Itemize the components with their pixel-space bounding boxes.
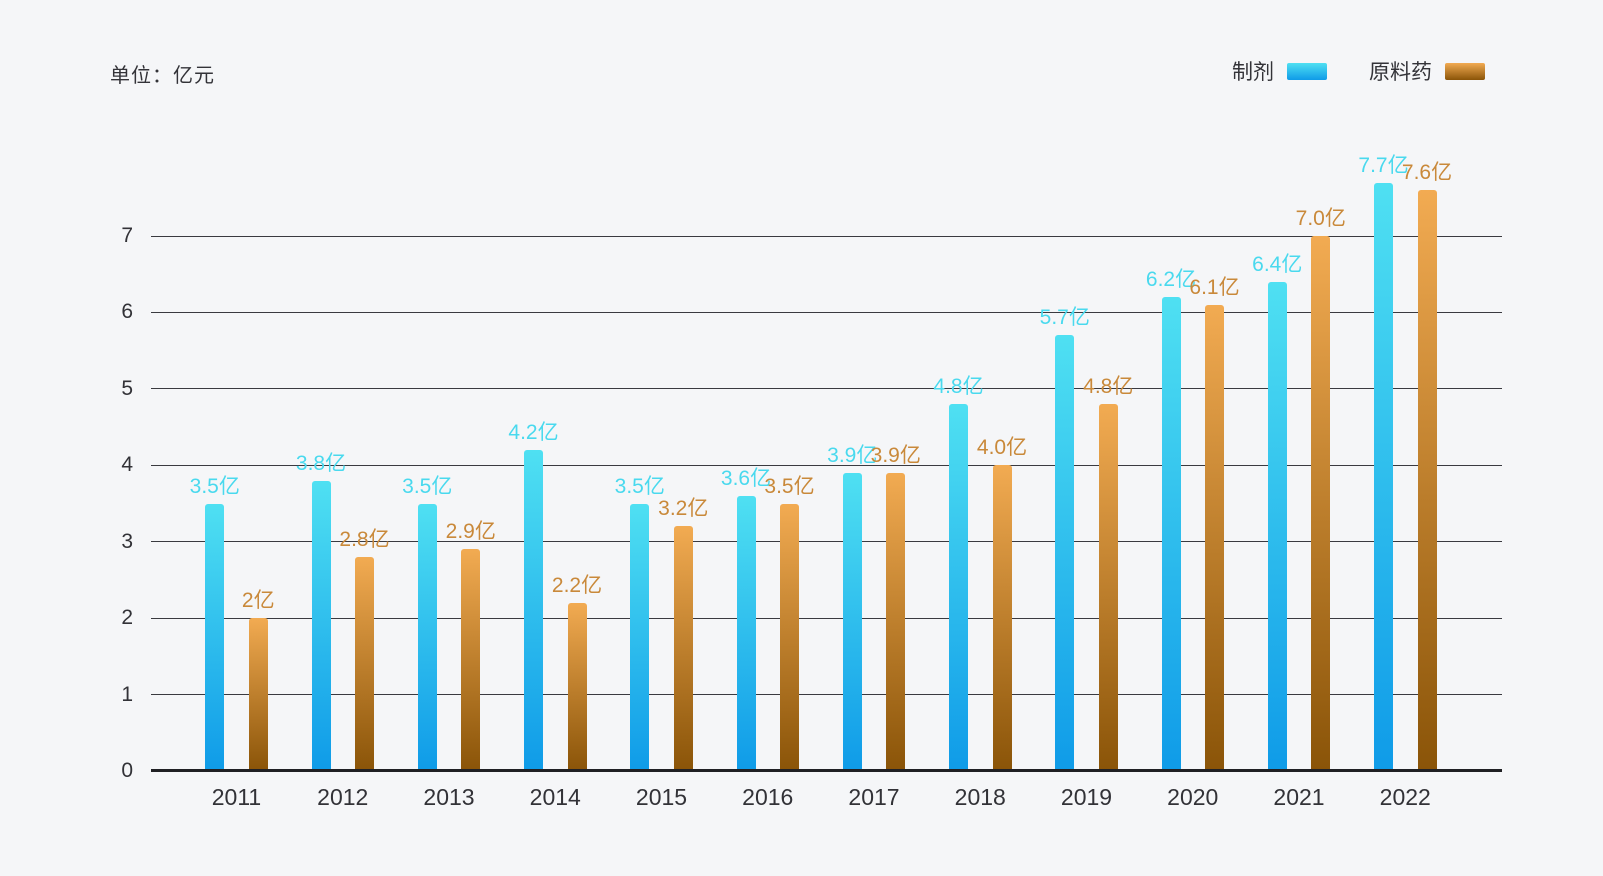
bar-制剂-2019[interactable] <box>1055 335 1075 771</box>
x-axis-tick-label-2013: 2013 <box>423 784 475 810</box>
x-axis-tick-label-2016: 2016 <box>742 784 794 810</box>
bar-value-label-制剂-2020: 6.2亿 <box>1145 268 1197 292</box>
x-axis-tick-label-2011: 2011 <box>211 784 262 810</box>
x-axis-tick-label-2014: 2014 <box>529 784 581 810</box>
bar-制剂-2020[interactable] <box>1161 297 1181 771</box>
bar-value-label-制剂-2016: 3.6亿 <box>720 466 772 490</box>
gridline-y4 <box>151 464 1502 466</box>
x-axis-tick-label-2017: 2017 <box>848 784 900 810</box>
bar-value-label-制剂-2017: 3.9亿 <box>827 443 878 467</box>
y-axis-tick-label: 0 <box>121 759 133 782</box>
bar-value-label-制剂-2022: 7.7亿 <box>1358 153 1409 177</box>
bar-value-label-原料药-2011: 2亿 <box>241 589 275 613</box>
gridline-y6 <box>151 311 1502 313</box>
bar-原料药-2014[interactable] <box>567 602 587 771</box>
x-axis-tick-label-2015: 2015 <box>635 784 688 810</box>
bar-value-label-原料药-2018: 4.0亿 <box>976 436 1028 460</box>
legend-swatch-orange-icon <box>1445 62 1485 80</box>
bar-原料药-2020[interactable] <box>1205 304 1224 771</box>
bar-原料药-2017[interactable] <box>886 472 906 771</box>
bar-value-label-原料药-2017: 3.9亿 <box>870 443 921 467</box>
bar-制剂-2011[interactable] <box>205 503 225 771</box>
y-axis-tick-label: 3 <box>121 529 133 553</box>
bar-制剂-2014[interactable] <box>524 450 543 771</box>
bar-原料药-2022[interactable] <box>1417 190 1437 771</box>
bar-原料药-2018[interactable] <box>992 465 1012 771</box>
y-axis-tick-label: 4 <box>121 453 133 477</box>
x-axis-tick-label-2022: 2022 <box>1379 784 1431 810</box>
legend-label-yuanliaoyao: 原料药 <box>1369 61 1432 84</box>
bar-原料药-2012[interactable] <box>355 557 374 771</box>
bar-原料药-2019[interactable] <box>1098 404 1118 771</box>
x-axis-tick-label-2018: 2018 <box>954 784 1006 810</box>
y-axis-tick-label: 5 <box>121 376 133 400</box>
bar-制剂-2022[interactable] <box>1374 182 1393 771</box>
bar-value-label-原料药-2016: 3.5亿 <box>764 474 815 498</box>
bar-value-label-制剂-2011: 3.5亿 <box>189 474 240 498</box>
y-axis-tick-label: 6 <box>121 300 133 324</box>
bar-制剂-2021[interactable] <box>1267 281 1287 771</box>
bar-value-label-原料药-2021: 7.0亿 <box>1295 207 1346 230</box>
bar-value-label-原料药-2020: 6.1亿 <box>1189 275 1240 299</box>
bar-原料药-2016[interactable] <box>780 503 799 771</box>
bar-原料药-2011[interactable] <box>248 618 268 771</box>
bar-原料药-2021[interactable] <box>1311 236 1331 771</box>
gridline-y5 <box>151 388 1502 390</box>
gridline-y2 <box>151 617 1502 619</box>
y-axis-tick-label: 2 <box>121 606 133 630</box>
bar-value-label-制剂-2014: 4.2亿 <box>508 421 559 444</box>
x-axis-tick-label-2020: 2020 <box>1167 784 1219 810</box>
bar-value-label-原料药-2022: 7.6亿 <box>1401 161 1453 185</box>
bar-value-label-制剂-2021: 6.4亿 <box>1252 252 1303 276</box>
bar-制剂-2018[interactable] <box>949 404 968 771</box>
bar-制剂-2013[interactable] <box>417 503 437 771</box>
bar-制剂-2012[interactable] <box>311 480 331 771</box>
gridline-y7 <box>151 235 1502 237</box>
bar-value-label-制剂-2013: 3.5亿 <box>402 474 453 498</box>
bar-value-label-原料药-2012: 2.8亿 <box>339 528 390 551</box>
x-axis-tick-label-2021: 2021 <box>1273 784 1325 810</box>
bar-value-label-原料药-2014: 2.2亿 <box>551 573 603 597</box>
gridline-y1 <box>151 694 1502 696</box>
plot-area: 0 1 2 3 4 5 6 7 3.5亿 2亿 2011 3.8亿 2.8亿 2012 3.5亿 2.9亿 20… <box>121 155 1502 810</box>
bar-value-label-原料药-2019: 4.8亿 <box>1083 375 1134 399</box>
x-axis-line <box>151 769 1502 772</box>
y-axis-tick-label: 1 <box>121 682 133 706</box>
legend-label-zhiji: 制剂 <box>1232 61 1274 84</box>
bar-value-label-原料药-2015: 3.2亿 <box>658 497 709 521</box>
bar-value-label-制剂-2018: 4.8亿 <box>933 375 984 399</box>
legend: 制剂 原料药 <box>1232 56 1485 86</box>
bar-制剂-2016[interactable] <box>736 495 756 771</box>
bar-制剂-2017[interactable] <box>842 472 862 771</box>
legend-item-zhiji[interactable]: 制剂 <box>1232 56 1327 86</box>
bar-原料药-2015[interactable] <box>673 526 693 771</box>
bar-value-label-制剂-2015: 3.5亿 <box>614 474 665 498</box>
x-axis-tick-label-2019: 2019 <box>1060 784 1113 810</box>
unit-label: 单位：亿元 <box>110 65 215 87</box>
legend-swatch-blue-icon <box>1287 62 1327 80</box>
gridline-y3 <box>151 541 1502 543</box>
bar-制剂-2015[interactable] <box>630 503 650 771</box>
bar-原料药-2013[interactable] <box>461 549 481 771</box>
bar-value-label-制剂-2012: 3.8亿 <box>295 451 347 475</box>
bar-value-label-原料药-2013: 2.9亿 <box>445 520 496 544</box>
x-axis-tick-label-2012: 2012 <box>317 784 369 810</box>
bar-value-label-制剂-2019: 5.7亿 <box>1039 306 1090 330</box>
legend-item-yuanliaoyao[interactable]: 原料药 <box>1369 56 1485 86</box>
y-axis-tick-label: 7 <box>121 224 133 247</box>
